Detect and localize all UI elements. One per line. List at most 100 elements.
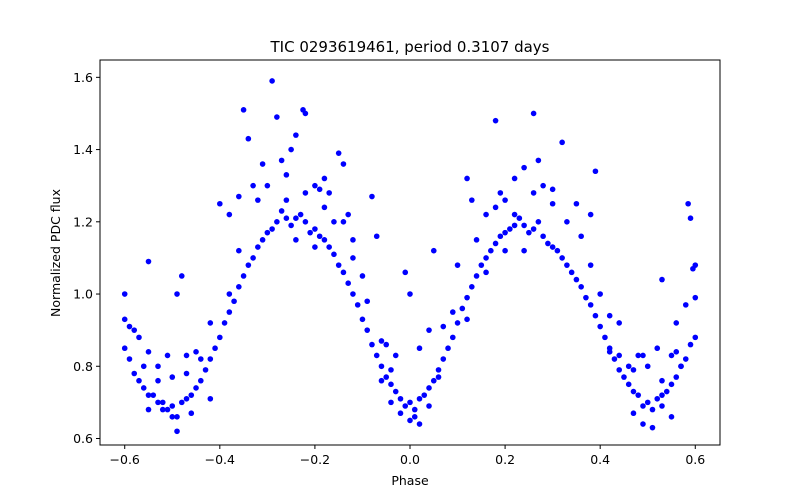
data-point — [685, 200, 691, 207]
x-tick-label: 0.2 — [495, 452, 515, 467]
data-point — [564, 219, 570, 225]
data-point — [602, 334, 608, 341]
data-point — [288, 146, 294, 153]
data-point — [516, 215, 523, 221]
x-tick-label: 0.0 — [400, 452, 420, 467]
data-point — [640, 403, 646, 409]
data-point — [587, 211, 594, 218]
data-point — [174, 428, 180, 435]
data-point — [378, 338, 385, 344]
data-point — [521, 222, 527, 229]
data-point — [545, 240, 551, 247]
y-axis-label: Normalized PDC flux — [48, 189, 63, 317]
data-point — [274, 219, 280, 225]
data-point — [445, 345, 451, 352]
data-point — [492, 117, 499, 124]
data-point — [502, 197, 508, 203]
data-point — [378, 377, 385, 384]
data-point — [640, 421, 646, 427]
data-point — [478, 262, 485, 268]
data-point — [283, 215, 290, 221]
data-point — [668, 352, 675, 359]
data-point — [459, 305, 466, 312]
data-point — [530, 226, 537, 232]
x-axis-label: Phase — [391, 473, 429, 488]
data-point — [255, 197, 261, 203]
data-point — [464, 294, 470, 301]
data-point — [511, 175, 518, 182]
data-point — [649, 424, 656, 431]
data-point — [435, 374, 442, 380]
data-point — [416, 395, 423, 402]
data-point — [331, 251, 337, 258]
data-point — [430, 247, 437, 254]
data-point — [198, 356, 204, 362]
data-point — [511, 211, 518, 218]
data-point — [473, 273, 480, 279]
data-point — [169, 403, 176, 409]
data-point — [592, 168, 599, 175]
chart-title: TIC 0293619461, period 0.3107 days — [269, 38, 549, 56]
x-tick-label: −0.6 — [110, 452, 140, 467]
data-point — [178, 273, 185, 279]
data-point — [507, 226, 513, 232]
data-point — [502, 229, 508, 236]
data-point — [359, 273, 366, 279]
data-point — [621, 374, 627, 380]
data-point — [340, 161, 347, 167]
data-point — [240, 273, 247, 279]
data-point — [464, 316, 470, 323]
data-point — [297, 211, 304, 218]
y-tick-label: 0.6 — [73, 431, 93, 446]
data-point — [121, 291, 128, 297]
data-point — [369, 341, 375, 348]
data-point — [359, 316, 366, 323]
data-point — [145, 392, 152, 398]
data-point — [174, 414, 180, 420]
data-point — [335, 150, 342, 156]
data-point — [521, 164, 527, 171]
data-point — [121, 345, 128, 352]
data-point — [198, 377, 204, 384]
data-point — [331, 219, 337, 225]
data-point — [535, 157, 542, 164]
data-point — [193, 385, 199, 391]
data-points — [121, 78, 699, 435]
data-point — [630, 388, 637, 395]
data-point — [440, 323, 447, 330]
data-point — [274, 114, 280, 120]
data-point — [678, 363, 684, 370]
data-point — [231, 298, 237, 305]
x-tick-label: 0.6 — [685, 452, 705, 467]
data-point — [540, 233, 546, 240]
data-point — [155, 377, 161, 384]
data-point — [483, 269, 489, 276]
data-point — [350, 237, 356, 243]
data-point — [568, 269, 575, 276]
data-point — [592, 312, 599, 319]
y-tick-label: 1.4 — [73, 142, 93, 157]
data-point — [511, 222, 518, 229]
data-point — [345, 211, 351, 218]
data-point — [397, 395, 404, 402]
data-point — [188, 410, 195, 417]
data-point — [383, 341, 390, 348]
data-point — [388, 399, 394, 406]
data-point — [264, 229, 271, 236]
x-axis-ticks: −0.6 −0.4 −0.2 0.0 0.2 0.4 0.6 — [110, 445, 705, 467]
data-point — [340, 219, 347, 225]
data-point — [687, 215, 694, 221]
data-point — [682, 356, 689, 362]
data-point — [540, 182, 546, 189]
data-point — [236, 247, 242, 254]
data-point — [207, 395, 214, 402]
data-point — [183, 395, 190, 402]
data-point — [530, 190, 537, 196]
data-point — [454, 320, 461, 326]
y-tick-label: 1.2 — [73, 214, 93, 229]
data-point — [150, 392, 157, 398]
data-point — [473, 237, 480, 243]
data-point — [449, 334, 456, 341]
data-point — [549, 244, 556, 250]
data-point — [616, 367, 622, 373]
